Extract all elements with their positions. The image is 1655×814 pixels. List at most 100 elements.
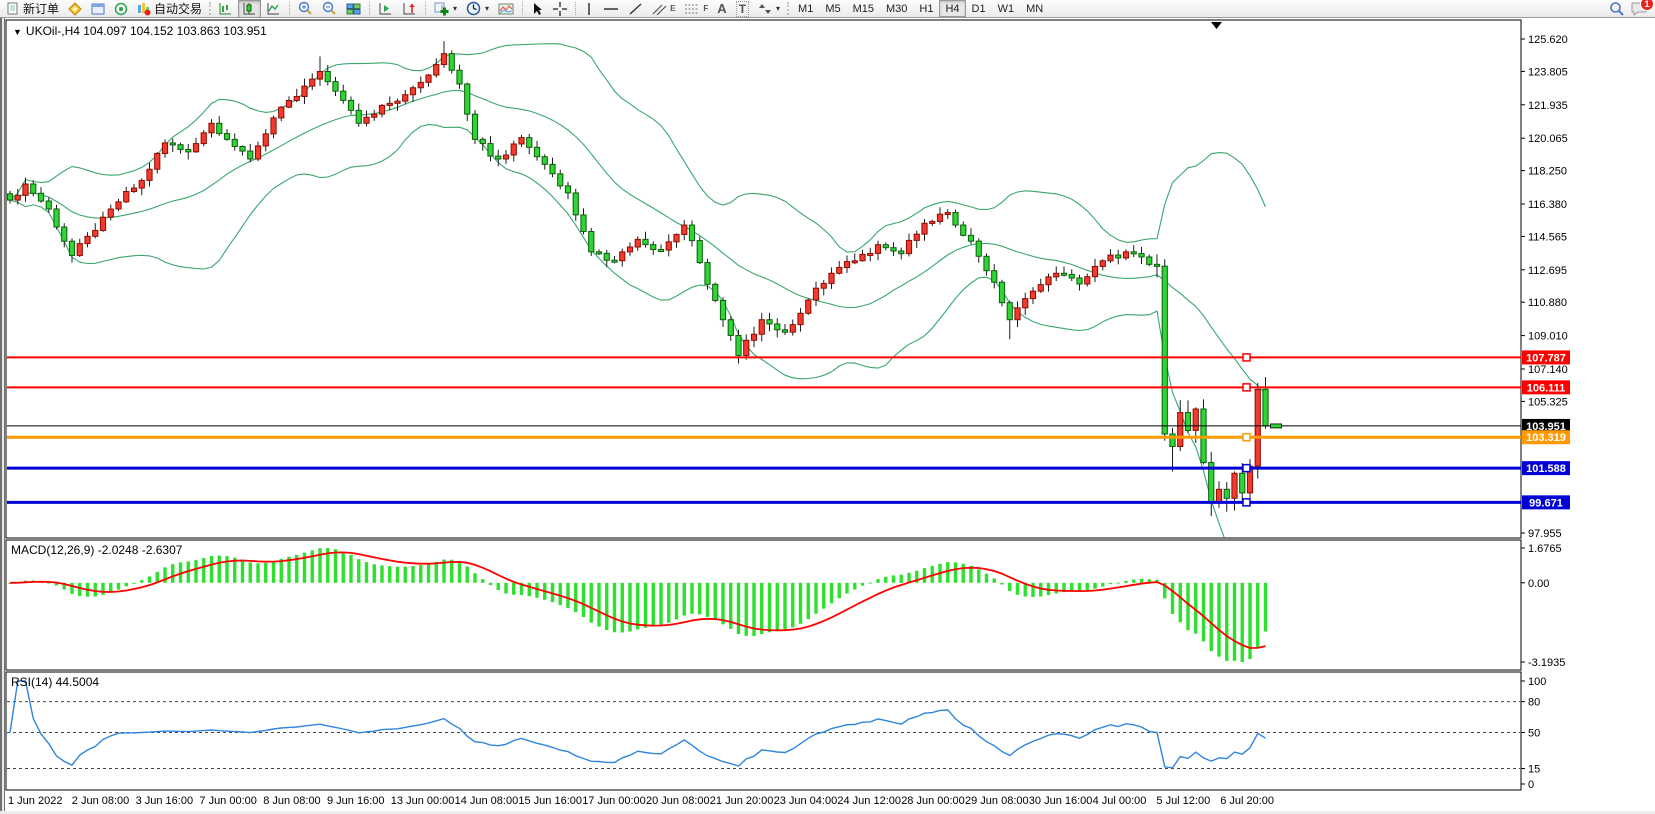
svg-text:109.010: 109.010 <box>1528 331 1568 343</box>
notifications-button[interactable]: 1 <box>1631 0 1654 17</box>
data-window-icon <box>91 3 105 14</box>
channel-icon <box>652 4 667 15</box>
tile-windows-icon <box>346 3 361 14</box>
fibonacci-button[interactable]: F <box>680 0 712 18</box>
timeframe-button-M1[interactable]: M1 <box>798 2 814 15</box>
horizontal-line-button[interactable] <box>599 0 623 18</box>
svg-text:-3.1935: -3.1935 <box>1528 657 1565 669</box>
svg-text:13 Jun 00:00: 13 Jun 00:00 <box>391 795 455 807</box>
svg-text:4 Jul 00:00: 4 Jul 00:00 <box>1093 795 1147 807</box>
indicators-button[interactable]: ▾ <box>430 0 461 18</box>
periods-button[interactable]: ▾ <box>462 0 493 18</box>
bollinger-bands <box>9 43 1267 537</box>
svg-text:99.671: 99.671 <box>1529 497 1563 509</box>
auto-scroll-button[interactable] <box>374 0 397 18</box>
svg-text:105.325: 105.325 <box>1528 396 1568 408</box>
timeframe-button-H1[interactable]: H1 <box>919 2 934 15</box>
svg-text:116.380: 116.380 <box>1528 199 1567 211</box>
svg-text:123.805: 123.805 <box>1528 66 1568 78</box>
new-order-button[interactable]: 新订单 <box>3 0 63 18</box>
zoom-in-button[interactable] <box>294 0 317 18</box>
svg-text:6 Jul 20:00: 6 Jul 20:00 <box>1220 795 1274 807</box>
arrows-button[interactable]: ▾ <box>754 0 784 18</box>
signals-button[interactable] <box>110 0 132 18</box>
timeframe-button-M30[interactable]: M30 <box>886 2 908 15</box>
svg-text:20 Jun 08:00: 20 Jun 08:00 <box>646 795 710 807</box>
template-icon <box>498 3 514 14</box>
svg-text:1 Jun 2022: 1 Jun 2022 <box>8 795 62 807</box>
svg-text:15: 15 <box>1528 764 1540 776</box>
toolbar-right-group: 1 <box>1609 0 1654 17</box>
svg-text:118.250: 118.250 <box>1528 166 1567 178</box>
tile-windows-button[interactable] <box>342 0 365 18</box>
svg-text:23 Jun 04:00: 23 Jun 04:00 <box>774 795 838 807</box>
fibonacci-icon <box>685 4 699 13</box>
market-watch-button[interactable] <box>64 0 86 18</box>
timeframe-button-MN[interactable]: MN <box>1026 2 1044 15</box>
zoom-out-button[interactable] <box>318 0 341 18</box>
templates-button[interactable] <box>494 0 518 18</box>
candlestick-series <box>7 41 1269 517</box>
cursor-button[interactable] <box>527 0 548 18</box>
window-bottom-edge <box>0 811 1655 814</box>
arrows-icon <box>759 3 772 14</box>
timeframe-button-H4[interactable]: H4 <box>939 0 966 17</box>
bar-chart-button[interactable] <box>214 0 237 18</box>
autotrading-button[interactable]: 自动交易 <box>133 0 206 18</box>
date-axis[interactable]: 1 Jun 2022 2 Jun 08:00 3 Jun 16:00 7 Jun 00… <box>8 795 1274 807</box>
price-axis[interactable]: 125.620 123.805 121.935 120.065 118.250 116.3… <box>1521 34 1570 540</box>
crosshair-button[interactable] <box>549 0 571 18</box>
cursor-icon <box>534 2 543 15</box>
equidistant-channel-button[interactable]: E <box>648 0 679 18</box>
svg-text:100: 100 <box>1528 676 1546 688</box>
svg-text:97.955: 97.955 <box>1528 528 1562 540</box>
bar-chart-icon <box>219 2 232 14</box>
timeframe-button-M15[interactable]: M15 <box>852 2 875 15</box>
window-left-frame[interactable] <box>0 18 5 814</box>
collapse-icon[interactable]: ▼ <box>13 27 22 37</box>
toolbar: 新订单 自动交易 ▾ ▾ <box>0 0 1655 18</box>
svg-text:107.140: 107.140 <box>1528 364 1568 376</box>
trendline-button[interactable] <box>624 0 647 18</box>
chart-shift-button[interactable] <box>398 0 421 18</box>
search-icon[interactable] <box>1609 1 1625 17</box>
data-window-button[interactable] <box>87 0 109 18</box>
current-price-marker <box>1270 423 1282 429</box>
macd-axis: 1.6765 0.00 -3.1935 <box>1521 543 1565 669</box>
signals-icon <box>114 2 128 15</box>
price-lines[interactable] <box>7 353 1521 507</box>
timeframe-button-M5[interactable]: M5 <box>825 2 841 15</box>
svg-text:14 Jun 08:00: 14 Jun 08:00 <box>455 795 519 807</box>
chart-end-marker <box>1211 22 1222 29</box>
main-panel[interactable] <box>5 19 1522 539</box>
svg-text:5 Jul 12:00: 5 Jul 12:00 <box>1156 795 1210 807</box>
macd-label: MACD(12,26,9) -2.0248 -2.6307 <box>11 543 183 557</box>
line-chart-button[interactable] <box>262 0 285 18</box>
svg-text:8 Jun 08:00: 8 Jun 08:00 <box>263 795 321 807</box>
rsi-axis: 100 80 50 15 0 <box>1521 676 1546 791</box>
timeframe-button-D1[interactable]: D1 <box>971 2 986 15</box>
timeframe-button-W1[interactable]: W1 <box>997 2 1015 15</box>
add-indicator-icon <box>434 2 449 16</box>
rsi-panel-content <box>7 680 1520 770</box>
auto-scroll-icon <box>379 2 392 14</box>
candlestick-chart-button[interactable] <box>238 0 262 18</box>
macd-histogram <box>8 548 1268 662</box>
line-chart-icon <box>267 2 280 14</box>
svg-text:80: 80 <box>1528 697 1540 709</box>
chart-title: ▼ UKOil-,H4 104.097 104.152 103.863 103.9… <box>13 24 267 38</box>
candlestick-chart-icon <box>243 2 256 14</box>
chevron-down-icon: ▾ <box>485 4 490 13</box>
trendline-icon <box>629 2 642 15</box>
svg-text:21 Jun 20:00: 21 Jun 20:00 <box>710 795 774 807</box>
vertical-line-button[interactable] <box>580 0 598 18</box>
new-order-label: 新订单 <box>23 2 60 16</box>
text-label-button[interactable]: T <box>732 0 753 18</box>
fibonacci-letter: F <box>703 4 709 13</box>
svg-text:120.065: 120.065 <box>1528 133 1568 145</box>
text-button[interactable]: A <box>713 0 730 18</box>
toolbar-separator <box>425 2 427 15</box>
rsi-label: RSI(14) 44.5004 <box>11 675 100 689</box>
